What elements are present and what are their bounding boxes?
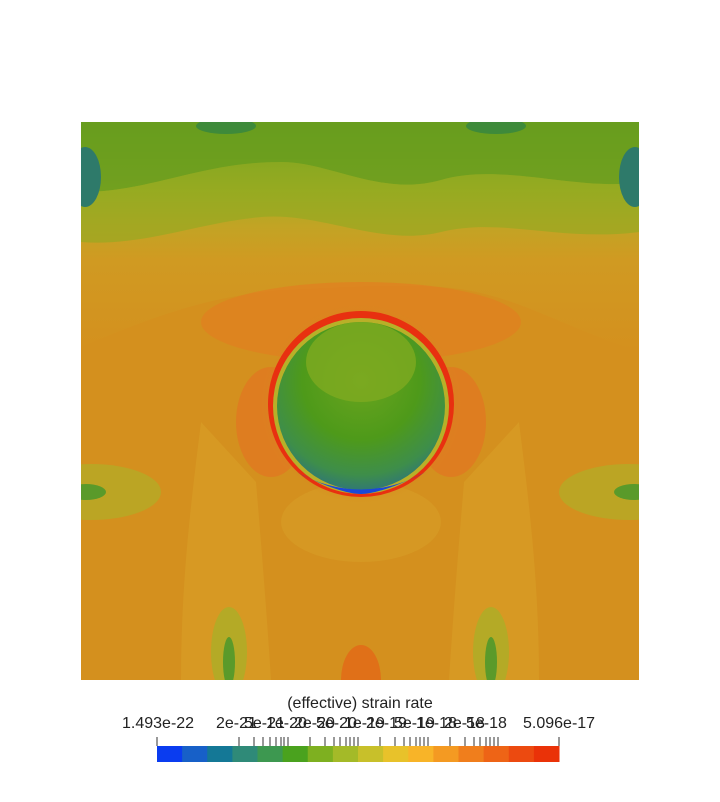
top-left-green-patch (196, 122, 256, 134)
colorbar-tick-label: 5e-21 (244, 715, 285, 732)
colorbar-tick-label: 2e-19 (366, 715, 407, 732)
colorbar-ticks (156, 737, 560, 746)
colorbar-max-label: 5.096e-17 (523, 715, 596, 732)
right-edge-teal-patch (619, 147, 639, 207)
colorbar-swatch (433, 746, 460, 762)
colorbar-swatches (157, 746, 560, 762)
colorbar-swatch (257, 746, 284, 762)
colorbar-tick-label: 2e-20 (294, 715, 335, 732)
left-side-green-lobe (81, 464, 161, 520)
lower-pale-column-left (181, 422, 271, 680)
upper-band-olive (81, 162, 639, 243)
colorbar-swatch (483, 746, 510, 762)
colorbar-swatch (383, 746, 409, 762)
strain-rate-field-plot (81, 122, 639, 680)
colorbar-swatch (508, 746, 535, 762)
top-right-green-patch (466, 122, 526, 134)
colorbar-tick-label: 1e-20 (266, 715, 307, 732)
inclusion-blue-bottom (296, 472, 426, 494)
right-side-green-lobe (559, 464, 639, 520)
colorbar-overlapping-tick-labels: 2e-21 5e-21 1e-20 2e-20 5e-20 1e-19 2e-19 5e-19… (216, 715, 516, 735)
colorbar-tick-label: 1e-19 (344, 715, 385, 732)
colorbar-tick-label: 5e-19 (394, 715, 435, 732)
colorbar (156, 737, 560, 762)
colorbar-tick-label: 2e-21 (216, 715, 257, 732)
bottom-left-spike-inner (223, 637, 235, 680)
colorbar-swatch (408, 746, 434, 762)
bottom-right-spike-inner (485, 637, 497, 680)
lower-center-pale (281, 482, 441, 562)
left-edge-teal-patch (81, 147, 101, 207)
left-side-green-core (81, 484, 106, 500)
colorbar-tick-label: 5e-20 (316, 715, 357, 732)
colorbar-swatch (358, 746, 384, 762)
colorbar-swatch (157, 746, 183, 762)
colorbar-swatch (232, 746, 259, 762)
inclusion-light-green-center (306, 322, 416, 402)
colorbar-title: (effective) strain rate (287, 695, 433, 712)
colorbar-swatch (533, 746, 560, 762)
colorbar-swatch (332, 746, 359, 762)
upper-band-green (81, 122, 639, 192)
colorbar-swatch (458, 746, 485, 762)
colorbar-tick-label: 5e-18 (466, 715, 507, 732)
colorbar-swatch (207, 746, 233, 762)
bottom-center-orange (341, 645, 381, 680)
colorbar-swatch (282, 746, 309, 762)
colorbar-tick-label: 2e-18 (444, 715, 485, 732)
colorbar-swatch (182, 746, 208, 762)
colorbar-tick-label: 1e-18 (416, 715, 457, 732)
colorbar-swatch (307, 746, 334, 762)
colorbar-min-label: 1.493e-22 (122, 715, 195, 732)
right-side-green-core (614, 484, 639, 500)
lower-pale-column-right (449, 422, 539, 680)
